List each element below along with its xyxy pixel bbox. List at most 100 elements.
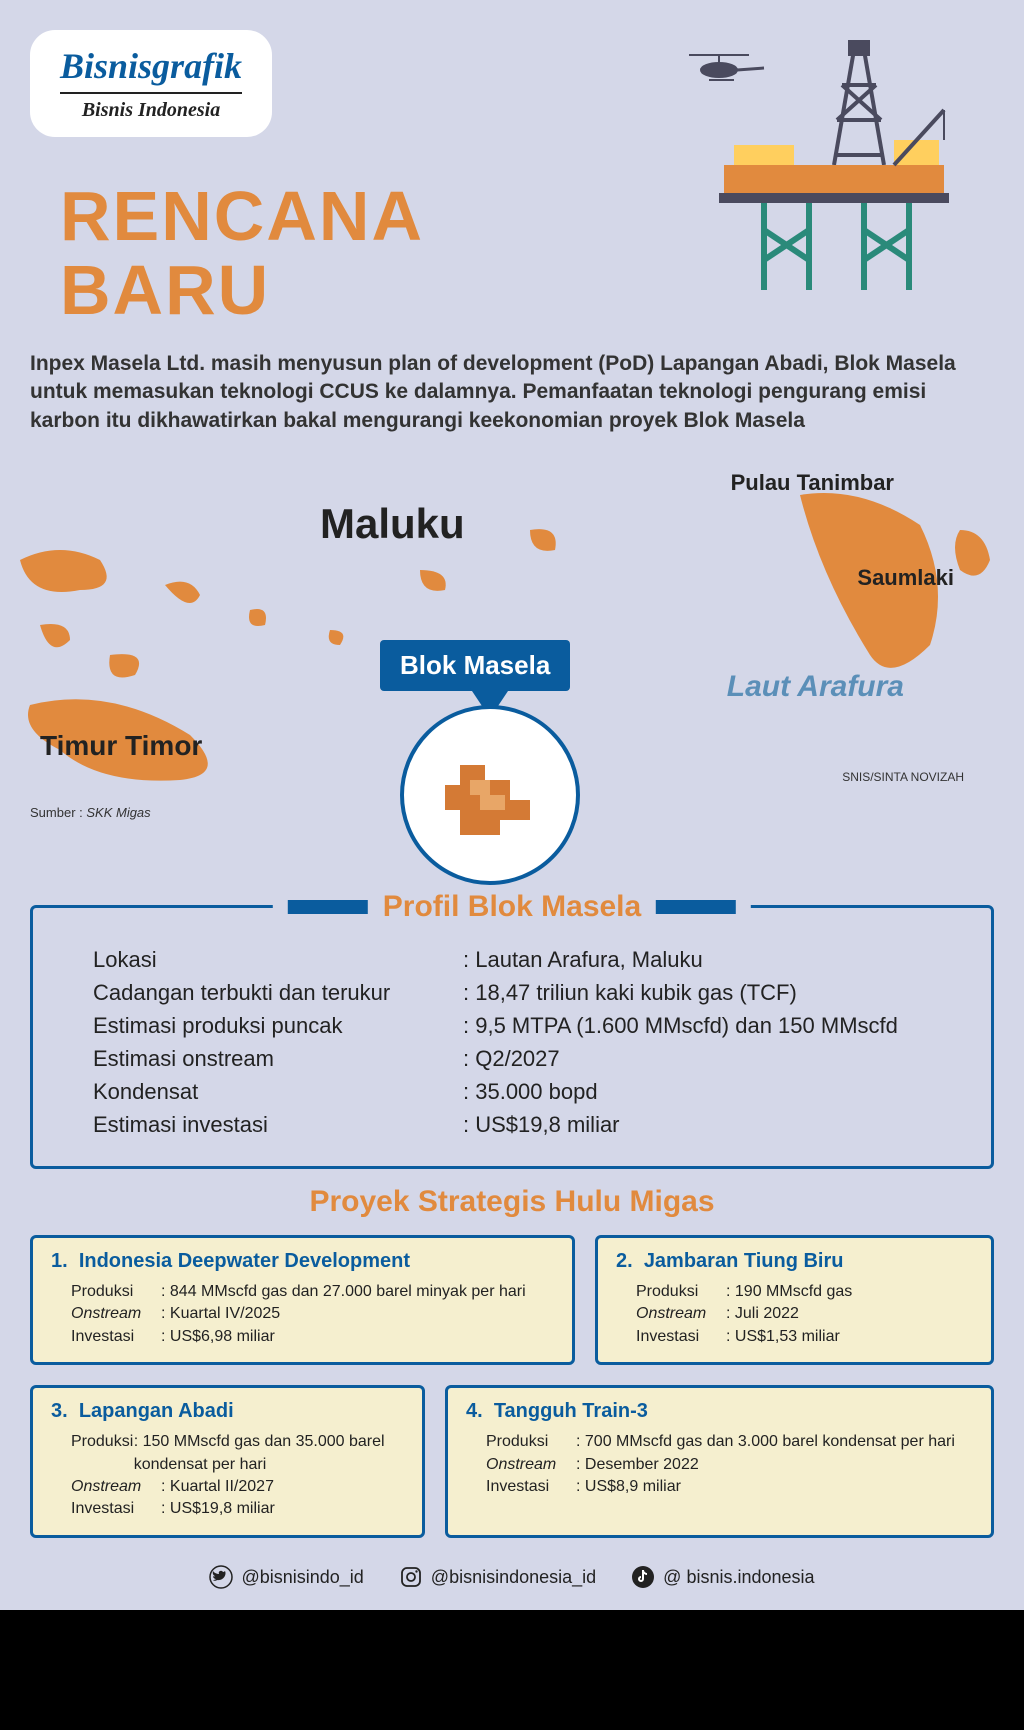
map-label-saumlaki: Saumlaki xyxy=(857,565,954,591)
project-val: : Juli 2022 xyxy=(726,1303,799,1325)
profile-row: Kondensat: 35.000 bopd xyxy=(93,1075,951,1108)
project-val: : 700 MMscfd gas dan 3.000 barel kondens… xyxy=(576,1431,955,1453)
profile-label: Kondensat xyxy=(93,1075,463,1108)
source-prefix: Sumber : xyxy=(30,805,86,820)
projects-grid: 1. Indonesia Deepwater Development Produ… xyxy=(30,1235,994,1558)
project-val: : US$19,8 miliar xyxy=(161,1498,275,1520)
project-name: 1. Indonesia Deepwater Development xyxy=(51,1250,554,1273)
map-label-timor: Timur Timor xyxy=(40,730,202,762)
project-card-4: 4. Tangguh Train-3 Produksi: 700 MMscfd … xyxy=(445,1385,994,1538)
profile-header: Profil Blok Masela xyxy=(273,890,751,924)
project-card-2: 2. Jambaran Tiung Biru Produksi: 190 MMs… xyxy=(595,1235,994,1365)
project-key: Onstream xyxy=(71,1476,161,1498)
profile-value: : 35.000 bopd xyxy=(463,1075,598,1108)
project-key: Investasi xyxy=(71,1326,161,1348)
project-line: Onstream: Kuartal IV/2025 xyxy=(51,1303,554,1325)
profile-box: Profil Blok Masela Lokasi: Lautan Arafur… xyxy=(30,905,994,1169)
infographic-root: Bisnisgrafik Bisnis Indonesia xyxy=(0,0,1024,40)
project-key: Produksi xyxy=(71,1281,161,1303)
profile-bar-left xyxy=(288,900,368,914)
project-key: Onstream xyxy=(71,1303,161,1325)
project-line: Produksi: 190 MMscfd gas xyxy=(616,1281,973,1303)
projects-title: Proyek Strategis Hulu Migas xyxy=(0,1185,1024,1219)
profile-label: Lokasi xyxy=(93,943,463,976)
project-line: Produksi: 150 MMscfd gas dan 35.000 bare… xyxy=(51,1431,404,1476)
map-label-arafura: Laut Arafura xyxy=(727,670,904,704)
instagram-icon xyxy=(399,1565,423,1589)
logo-sub: Bisnis Indonesia xyxy=(60,99,242,122)
project-key: Produksi xyxy=(486,1431,576,1453)
callout-shape-icon xyxy=(430,745,550,845)
social-twitter: @bisnisindo_id xyxy=(209,1565,363,1589)
logo-main: Bisnisgrafik xyxy=(60,45,242,94)
title-line-2: BARU xyxy=(60,254,424,328)
intro-text: Inpex Masela Ltd. masih menyusun plan of… xyxy=(30,350,994,435)
source-value: SKK Migas xyxy=(86,805,150,820)
project-key: Produksi xyxy=(636,1281,726,1303)
map-credit: SNIS/SINTA NOVIZAH xyxy=(842,770,964,784)
callout-circle xyxy=(400,705,580,885)
profile-value: : 9,5 MTPA (1.600 MMscfd) dan 150 MMscfd xyxy=(463,1009,898,1042)
callout-label: Blok Masela xyxy=(380,640,570,691)
twitter-handle: @bisnisindo_id xyxy=(241,1567,363,1588)
project-name: 3. Lapangan Abadi xyxy=(51,1400,404,1423)
project-line: Onstream: Kuartal II/2027 xyxy=(51,1476,404,1498)
profile-row: Estimasi onstream: Q2/2027 xyxy=(93,1042,951,1075)
project-line: Investasi: US$6,98 miliar xyxy=(51,1326,554,1348)
twitter-icon xyxy=(209,1565,233,1589)
project-line: Investasi: US$8,9 miliar xyxy=(466,1476,973,1498)
profile-row: Lokasi: Lautan Arafura, Maluku xyxy=(93,943,951,976)
project-key: Onstream xyxy=(486,1454,576,1476)
map-region: Maluku Timur Timor Pulau Tanimbar Saumla… xyxy=(0,470,1024,890)
map-source: Sumber : SKK Migas xyxy=(30,805,151,820)
project-line: Produksi: 844 MMscfd gas dan 27.000 bare… xyxy=(51,1281,554,1303)
profile-row: Estimasi investasi: US$19,8 miliar xyxy=(93,1108,951,1141)
project-line: Produksi: 700 MMscfd gas dan 3.000 barel… xyxy=(466,1431,973,1453)
tiktok-icon xyxy=(631,1565,655,1589)
project-val: : US$6,98 miliar xyxy=(161,1326,275,1348)
oil-rig-illustration xyxy=(664,30,964,290)
profile-row: Cadangan terbukti dan terukur: 18,47 tri… xyxy=(93,976,951,1009)
map-label-tanimbar: Pulau Tanimbar xyxy=(731,470,894,496)
project-key: Investasi xyxy=(71,1498,161,1520)
profile-row: Estimasi produksi puncak: 9,5 MTPA (1.60… xyxy=(93,1009,951,1042)
project-line: Investasi: US$1,53 miliar xyxy=(616,1326,973,1348)
project-name: 4. Tangguh Train-3 xyxy=(466,1400,973,1423)
project-val: : Kuartal II/2027 xyxy=(161,1476,274,1498)
project-key: Onstream xyxy=(636,1303,726,1325)
social-footer: @bisnisindo_id @bisnisindonesia_id @ bis… xyxy=(0,1565,1024,1589)
profile-value: : Q2/2027 xyxy=(463,1042,560,1075)
profile-value: : US$19,8 miliar xyxy=(463,1108,620,1141)
profile-label: Estimasi investasi xyxy=(93,1108,463,1141)
profile-label: Cadangan terbukti dan terukur xyxy=(93,976,463,1009)
project-key: Investasi xyxy=(636,1326,726,1348)
project-line: Onstream: Juli 2022 xyxy=(616,1303,973,1325)
footer-bar xyxy=(0,1610,1024,1730)
project-val: : 844 MMscfd gas dan 27.000 barel minyak… xyxy=(161,1281,526,1303)
social-instagram: @bisnisindonesia_id xyxy=(399,1565,596,1589)
instagram-handle: @bisnisindonesia_id xyxy=(431,1567,596,1588)
social-tiktok: @ bisnis.indonesia xyxy=(631,1565,814,1589)
project-val: : 150 MMscfd gas dan 35.000 barel konden… xyxy=(134,1431,404,1476)
profile-label: Estimasi produksi puncak xyxy=(93,1009,463,1042)
project-card-3: 3. Lapangan Abadi Produksi: 150 MMscfd g… xyxy=(30,1385,425,1538)
profile-value: : Lautan Arafura, Maluku xyxy=(463,943,703,976)
project-key: Produksi xyxy=(71,1431,134,1476)
profile-bar-right xyxy=(656,900,736,914)
project-line: Onstream: Desember 2022 xyxy=(466,1454,973,1476)
project-val: : US$8,9 miliar xyxy=(576,1476,681,1498)
project-val: : Kuartal IV/2025 xyxy=(161,1303,280,1325)
project-key: Investasi xyxy=(486,1476,576,1498)
project-val: : 190 MMscfd gas xyxy=(726,1281,852,1303)
project-val: : US$1,53 miliar xyxy=(726,1326,840,1348)
title-line-1: RENCANA xyxy=(60,180,424,254)
tiktok-handle: @ bisnis.indonesia xyxy=(663,1567,814,1588)
project-name: 2. Jambaran Tiung Biru xyxy=(616,1250,973,1273)
project-card-1: 1. Indonesia Deepwater Development Produ… xyxy=(30,1235,575,1365)
project-line: Investasi: US$19,8 miliar xyxy=(51,1498,404,1520)
profile-title: Profil Blok Masela xyxy=(383,890,641,924)
profile-value: : 18,47 triliun kaki kubik gas (TCF) xyxy=(463,976,797,1009)
logo-box: Bisnisgrafik Bisnis Indonesia xyxy=(30,30,272,137)
main-title: RENCANA BARU xyxy=(60,180,424,327)
project-val: : Desember 2022 xyxy=(576,1454,699,1476)
